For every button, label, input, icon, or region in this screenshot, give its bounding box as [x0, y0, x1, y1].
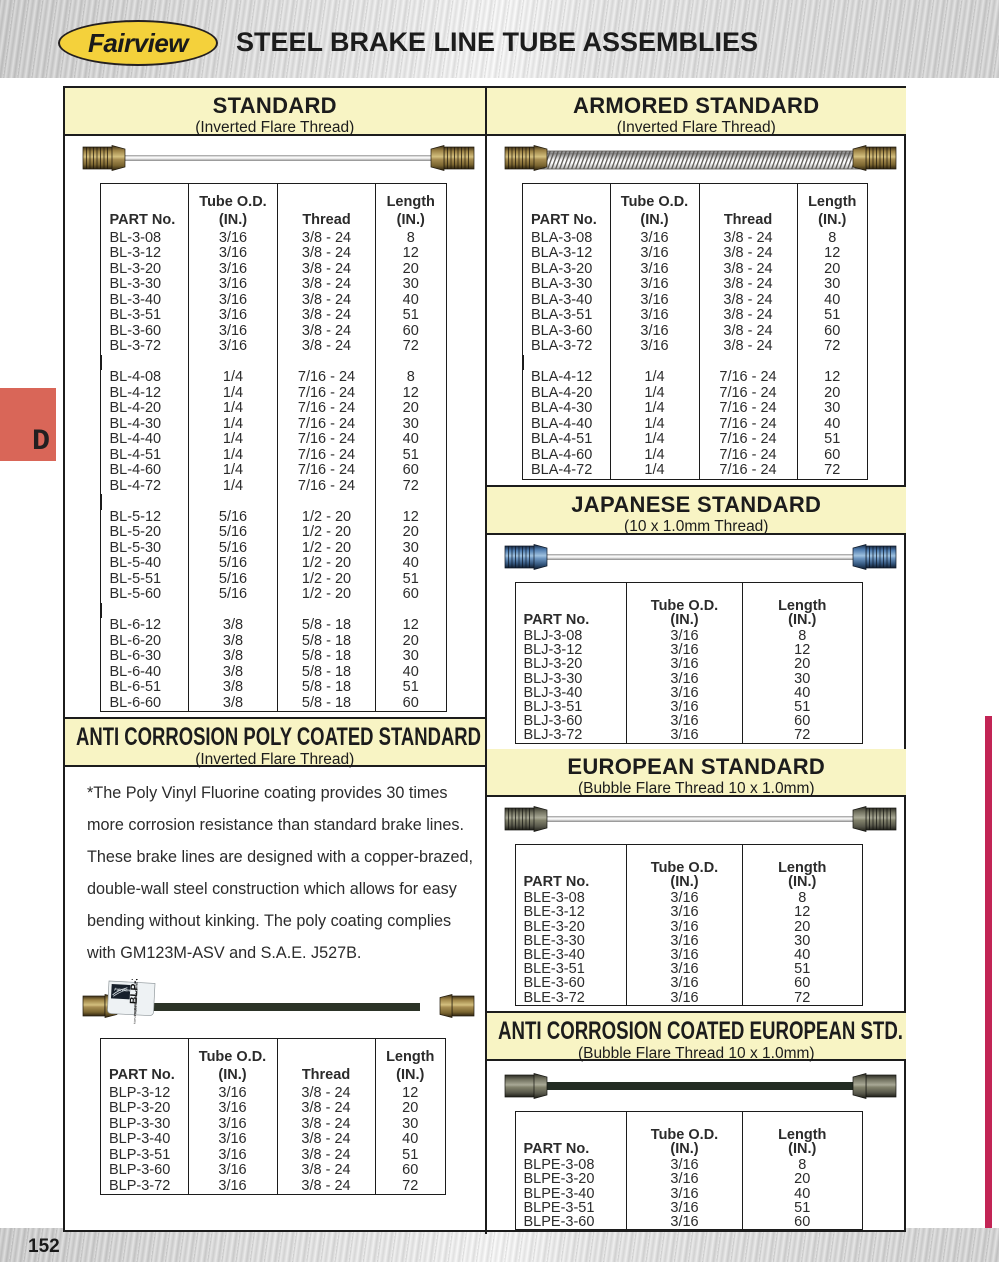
svg-text:ANTI CORROSION COATED EUROPEAN: ANTI CORROSION COATED EUROPEAN STD.: [498, 1018, 903, 1045]
svg-text:ANTI CORROSION POLY COATED STA: ANTI CORROSION POLY COATED STANDARD: [76, 724, 481, 751]
